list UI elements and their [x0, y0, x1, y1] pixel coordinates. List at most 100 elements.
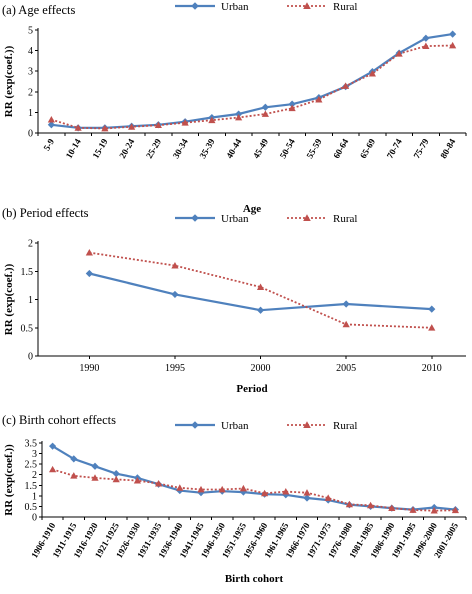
legend: Urban Rural [175, 213, 357, 225]
point-rural [181, 119, 189, 126]
point-rural [218, 485, 226, 493]
point-rural [451, 506, 459, 514]
point-rural [324, 494, 332, 501]
point-urban [91, 462, 99, 470]
point-urban [303, 494, 311, 502]
point-urban [112, 470, 120, 478]
y-tick-label: 0 [28, 352, 33, 363]
series-urban [49, 442, 459, 514]
point-urban [171, 290, 179, 299]
y-axis-title: RR (exp(coef.)) [3, 263, 15, 335]
y-tick-label: 5 [28, 26, 33, 37]
legend-rural-marker [303, 214, 311, 222]
series-rural [85, 249, 436, 331]
legend-urban-label: Urban [221, 213, 249, 225]
x-tick-label: 30-34 [171, 137, 190, 161]
point-rural [368, 70, 376, 77]
chart-title: (b) Period effects [2, 206, 89, 220]
legend-rural-marker [303, 2, 311, 10]
point-urban [47, 121, 55, 129]
series-rural [49, 465, 459, 514]
chart-title: (c) Birth cohort effects [2, 413, 116, 427]
x-tick-label: 20-24 [117, 137, 136, 161]
point-rural [47, 116, 55, 123]
point-rural [208, 116, 216, 124]
series-line-rural [51, 44, 453, 130]
point-rural [49, 465, 57, 473]
point-rural [133, 477, 141, 484]
point-rural [422, 42, 430, 49]
x-axis-title: Period [236, 383, 267, 395]
point-rural [197, 485, 205, 493]
point-rural [70, 472, 78, 479]
point-urban [449, 30, 457, 38]
x-tick-label: 35-39 [197, 137, 216, 161]
series-urban [85, 269, 436, 314]
legend-urban-marker [191, 421, 199, 429]
y-tick-label: 2 [28, 239, 33, 250]
x-tick-label: 1990 [79, 363, 99, 374]
point-rural [409, 506, 417, 513]
point-rural [367, 501, 375, 509]
point-rural [74, 124, 82, 131]
point-urban [70, 455, 78, 463]
y-tick-label: 3.5 [25, 439, 38, 450]
x-tick-label: 5-9 [41, 137, 56, 153]
point-rural [128, 123, 136, 130]
point-rural [342, 320, 350, 328]
point-urban [49, 442, 57, 450]
x-axis-title: Birth cohort [225, 573, 284, 585]
legend-rural-marker [303, 421, 311, 429]
point-rural [176, 484, 184, 491]
point-rural [91, 474, 99, 481]
legend: Urban Rural [175, 1, 357, 13]
point-rural [239, 484, 247, 492]
legend: Urban Rural [175, 420, 357, 432]
point-rural [395, 50, 403, 57]
legend-urban-label: Urban [221, 420, 249, 432]
chart-panel-1: (a) Age effects Urban Rural 0 1 2 3 4 5 RR (exp(c… [2, 1, 467, 215]
series-urban [47, 30, 457, 132]
point-rural [256, 283, 265, 290]
legend-urban-label: Urban [221, 1, 249, 13]
x-tick-label: 75-79 [411, 137, 430, 161]
y-axis-title: RR (exp(coef.)) [3, 444, 15, 516]
point-rural [303, 489, 311, 496]
y-tick-label: 1 [28, 108, 33, 119]
point-rural [315, 96, 323, 103]
point-rural [171, 262, 179, 269]
point-rural [154, 121, 162, 129]
x-tick-label: 45-49 [251, 137, 270, 161]
point-rural [112, 475, 120, 483]
point-rural [288, 104, 296, 112]
x-tick-label: 10-14 [64, 137, 83, 161]
point-urban [428, 305, 436, 313]
chart-title: (a) Age effects [2, 3, 75, 17]
y-tick-label: 1.5 [25, 481, 38, 492]
y-tick-label: 0 [32, 513, 37, 524]
point-rural [428, 324, 436, 331]
y-tick-label: 2.5 [25, 460, 38, 471]
y-tick-label: 4 [28, 46, 33, 57]
point-rural [388, 504, 396, 511]
point-urban [261, 103, 269, 111]
y-tick-label: 0 [28, 129, 33, 140]
point-rural [345, 500, 353, 508]
legend-rural-label: Rural [333, 213, 357, 225]
y-axis-title: RR (exp(coef.)) [3, 45, 15, 117]
y-tick-label: 3 [32, 449, 37, 460]
legend-urban-marker [191, 2, 199, 10]
legend-rural-label: Rural [333, 1, 357, 13]
x-tick-label: 55-59 [304, 137, 323, 161]
legend-rural-label: Rural [333, 420, 357, 432]
point-urban [239, 488, 247, 496]
series-rural [47, 41, 457, 132]
point-urban [422, 34, 430, 42]
y-tick-label: 1 [28, 295, 33, 306]
chart-panel-2: (b) Period effects Urban Rural 0 0.5 1 1.5 2 RR … [2, 206, 466, 395]
x-tick-label: 15-19 [90, 137, 109, 161]
series-line-urban [89, 272, 432, 312]
point-rural [101, 124, 109, 132]
x-tick-label: 80-84 [438, 137, 457, 161]
